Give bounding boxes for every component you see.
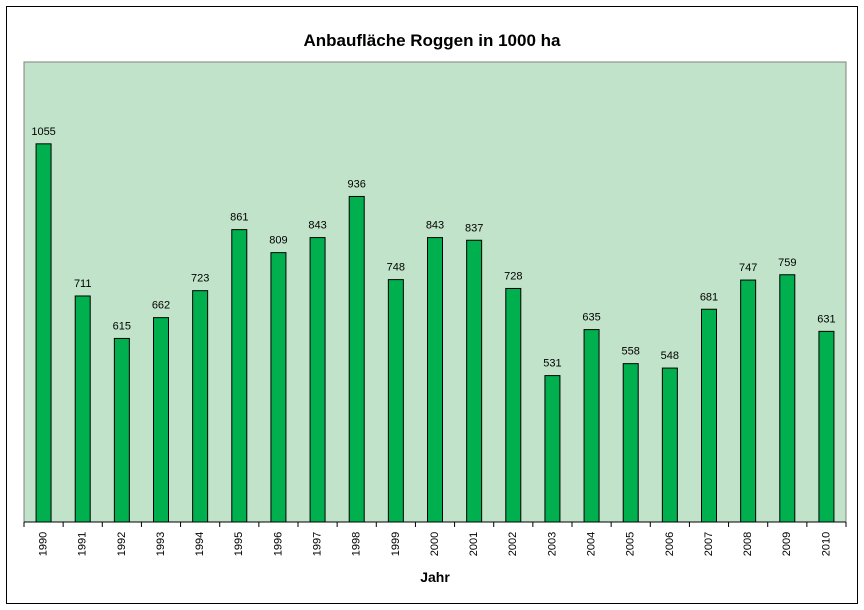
x-tick-label: 2009	[781, 532, 793, 556]
bar	[153, 317, 169, 523]
x-tick-label: 1995	[233, 532, 245, 556]
data-label: 1055	[31, 126, 55, 138]
data-label: 631	[817, 313, 835, 325]
bar	[387, 279, 404, 523]
x-tick-label: 1998	[351, 532, 363, 556]
data-label: 548	[661, 350, 679, 362]
x-axis-label: Jahr	[420, 569, 450, 585]
x-tick-label: 2008	[742, 532, 754, 556]
x-tick-label: 2006	[664, 532, 676, 556]
bar	[192, 290, 209, 523]
bar	[818, 330, 835, 523]
bar	[583, 329, 600, 523]
bar	[505, 287, 522, 523]
x-tick-label: 2004	[585, 532, 597, 556]
data-label: 843	[308, 220, 326, 232]
x-tick-label: 1996	[272, 532, 284, 556]
data-label: 615	[113, 320, 131, 332]
data-label: 861	[230, 212, 248, 224]
bar	[661, 367, 678, 523]
x-tick-label: 1991	[77, 532, 89, 556]
bar	[231, 229, 248, 523]
x-tick-label: 1993	[155, 532, 167, 556]
x-tick-label: 2000	[429, 532, 441, 556]
x-tick-label: 1999	[390, 532, 402, 556]
bar	[74, 295, 91, 523]
bar	[113, 337, 130, 523]
bar	[701, 308, 717, 523]
data-label: 837	[465, 222, 483, 234]
bar	[622, 363, 639, 523]
data-label: 531	[543, 358, 561, 370]
x-tick-label: 2003	[546, 532, 558, 556]
bar	[348, 195, 365, 523]
x-tick-label: 2005	[625, 532, 637, 556]
data-label: 843	[426, 220, 444, 232]
x-tick-label: 1990	[37, 532, 49, 556]
x-tick-label: 2010	[820, 532, 832, 556]
bar	[544, 375, 561, 523]
data-label: 748	[387, 262, 405, 274]
data-label: 723	[191, 273, 209, 285]
data-label: 635	[582, 312, 600, 324]
x-tick-label: 2002	[507, 532, 519, 556]
bar	[779, 274, 796, 523]
data-label: 809	[269, 235, 287, 247]
data-label: 711	[74, 278, 92, 290]
bar	[309, 237, 326, 523]
data-label: 662	[152, 300, 170, 312]
x-tick-label: 1994	[194, 532, 206, 556]
bar	[270, 252, 287, 523]
data-label: 558	[622, 346, 640, 358]
chart-title: Anbaufläche Roggen in 1000 ha	[304, 31, 561, 50]
data-label: 728	[504, 270, 522, 282]
x-tick-label: 2007	[703, 532, 715, 556]
data-label: 759	[778, 257, 796, 269]
data-label: 747	[739, 262, 757, 274]
bar	[740, 279, 757, 523]
data-label: 936	[348, 178, 366, 190]
bar	[427, 237, 443, 523]
x-tick-label: 1992	[116, 532, 128, 556]
data-label: 681	[700, 291, 718, 303]
x-tick-label: 2001	[468, 532, 480, 556]
x-tick-label: 1997	[311, 532, 323, 556]
bar	[466, 239, 483, 523]
bar	[35, 143, 52, 523]
